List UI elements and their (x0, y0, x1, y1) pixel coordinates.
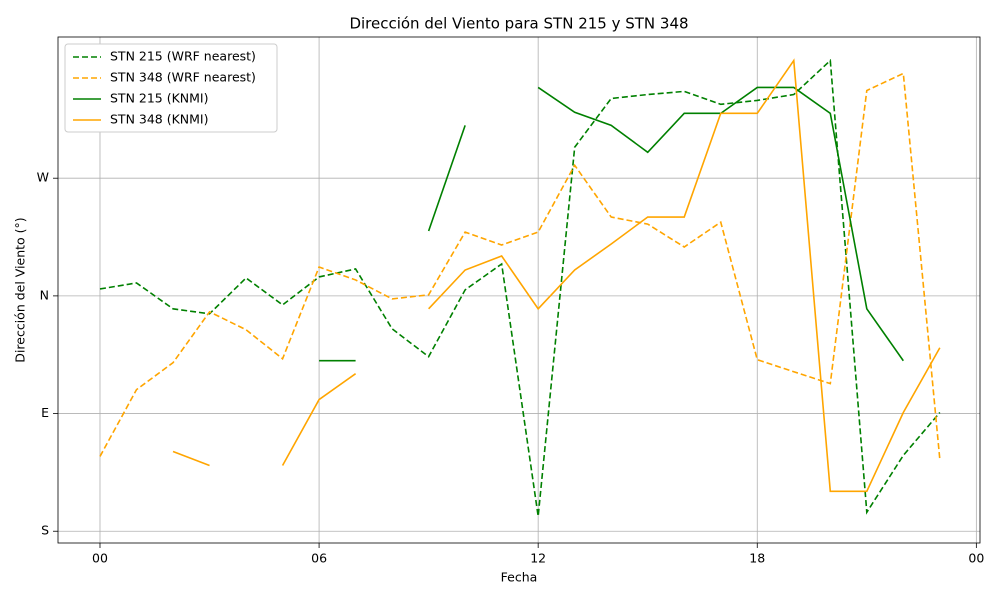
chart-title: Dirección del Viento para STN 215 y STN … (349, 15, 688, 33)
x-tick-label: 12 (530, 551, 546, 566)
series-line (172, 450, 210, 467)
legend-label: STN 348 (KNMI) (110, 112, 209, 127)
series-line (428, 58, 941, 493)
legend-label: STN 348 (WRF nearest) (110, 70, 256, 85)
series-line (99, 58, 941, 517)
x-tick-label: 00 (968, 551, 984, 566)
legend-box (64, 43, 278, 133)
y-tick-label: S (41, 523, 49, 538)
y-tick-label: E (41, 405, 49, 420)
legend-label: STN 215 (KNMI) (110, 91, 209, 106)
series-line (99, 72, 941, 460)
x-tick-label: 06 (311, 551, 327, 566)
x-tick-label: 18 (749, 551, 765, 566)
legend-label: STN 215 (WRF nearest) (110, 49, 256, 64)
series-line (427, 125, 466, 232)
y-axis-label: Dirección del Viento (°) (13, 217, 28, 362)
plot-frame (57, 36, 981, 544)
x-axis-label: Fecha (501, 570, 538, 585)
series-line (281, 373, 357, 466)
y-tick-label: N (40, 287, 49, 302)
x-tick-label: 00 (92, 551, 108, 566)
y-tick-label: W (37, 170, 49, 185)
